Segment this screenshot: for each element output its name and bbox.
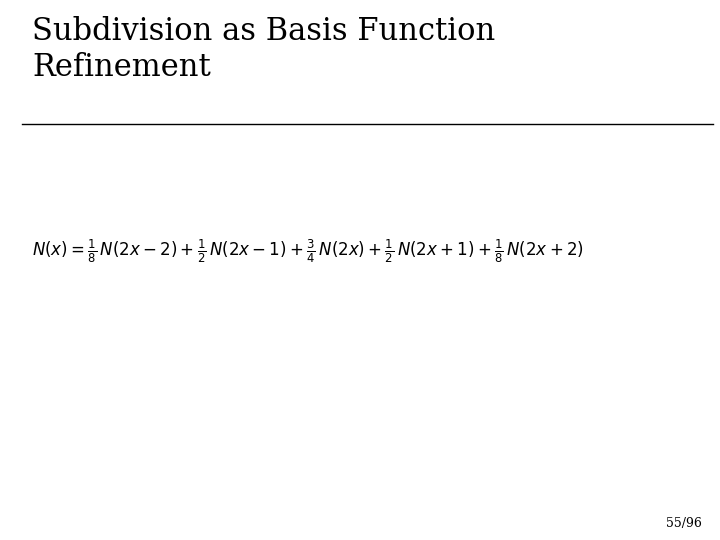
Text: 55/96: 55/96 [666, 517, 702, 530]
Text: $N(x) = \frac{1}{8}\,N(2x-2) + \frac{1}{2}\,N(2x-1) + \frac{3}{4}\,N(2x) + \frac: $N(x) = \frac{1}{8}\,N(2x-2) + \frac{1}{… [32, 238, 584, 265]
Text: Subdivision as Basis Function
Refinement: Subdivision as Basis Function Refinement [32, 16, 495, 83]
